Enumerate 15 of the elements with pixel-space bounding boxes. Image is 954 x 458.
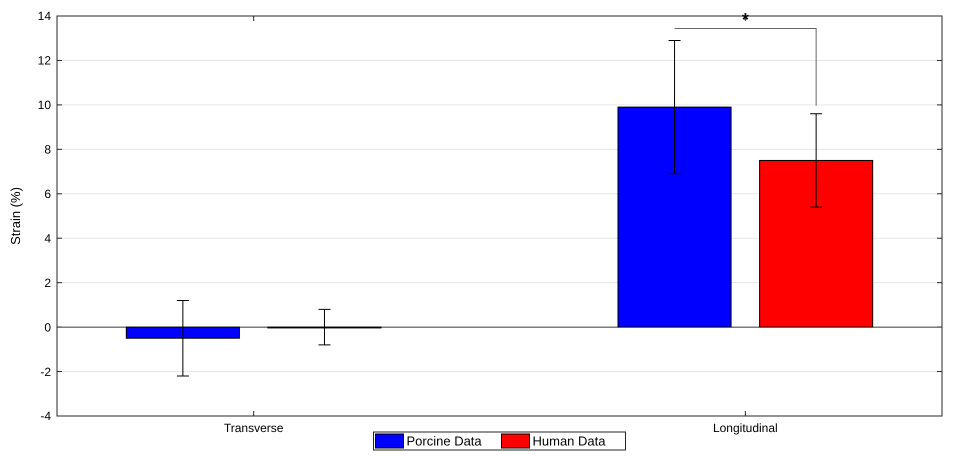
y-tick-label: -2 (40, 364, 52, 379)
y-tick-label: 6 (44, 186, 52, 201)
y-tick-label: 10 (38, 98, 52, 112)
x-tick-label: Longitudinal (712, 421, 778, 435)
legend-label: Porcine Data (406, 434, 482, 449)
y-tick-label: 2 (44, 276, 52, 290)
legend-label: Human Data (532, 434, 606, 449)
x-tick-label: Transverse (224, 421, 284, 435)
y-tick-label: 8 (44, 142, 52, 157)
y-tick-label: -4 (40, 409, 52, 424)
y-tick-label: 14 (38, 9, 52, 24)
y-tick-label: 12 (38, 54, 52, 68)
y-axis-title: Strain (%) (8, 187, 23, 245)
y-tick-label: 4 (44, 231, 52, 246)
y-tick-label: 0 (44, 320, 52, 334)
